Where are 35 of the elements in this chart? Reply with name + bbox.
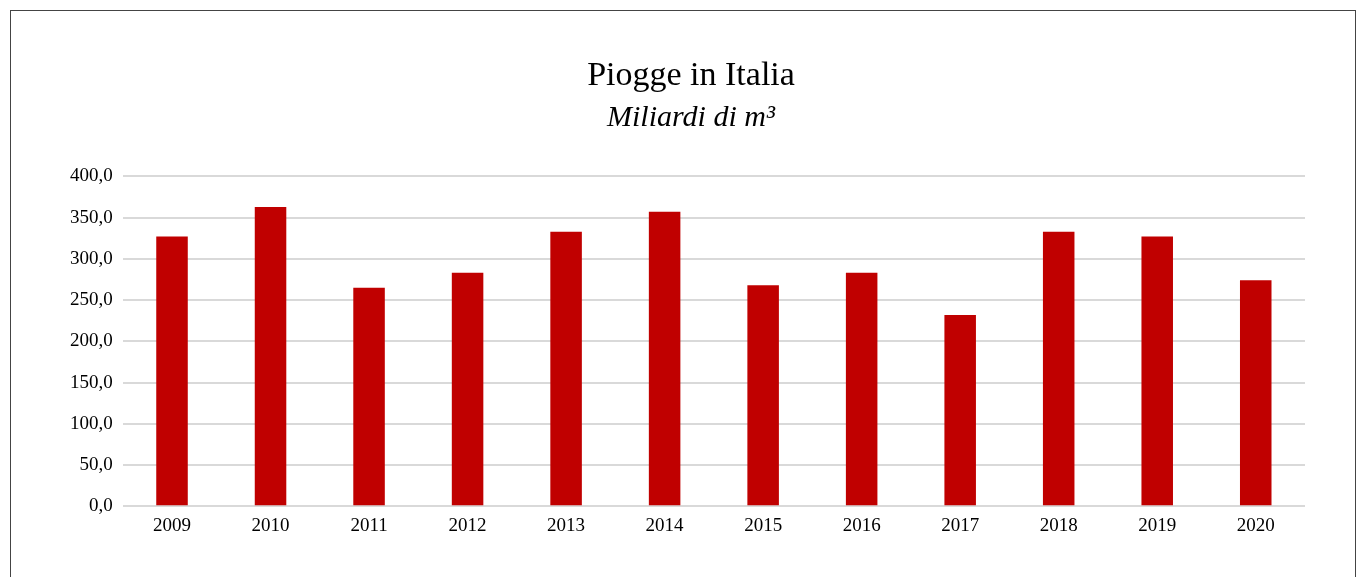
x-tick-label: 2010 xyxy=(251,513,290,535)
x-tick-label: 2018 xyxy=(1039,513,1078,535)
bar xyxy=(156,236,188,506)
chart-title: Piogge in Italia xyxy=(586,55,796,93)
y-tick-label: 150,0 xyxy=(70,370,113,392)
y-tick-label: 350,0 xyxy=(70,205,113,227)
bar xyxy=(451,272,484,506)
y-tick-label: 0,0 xyxy=(89,494,113,516)
y-tick-label: 400,0 xyxy=(70,164,113,186)
y-tick-label: 50,0 xyxy=(79,452,113,474)
bar xyxy=(353,287,385,506)
bar xyxy=(550,231,582,506)
bar xyxy=(845,272,878,506)
bar xyxy=(1141,236,1173,506)
x-tick-label: 2011 xyxy=(350,513,388,535)
bar xyxy=(648,211,681,506)
y-tick-label: 300,0 xyxy=(70,246,113,268)
x-tick-label: 2019 xyxy=(1138,513,1177,535)
y-tick-label: 250,0 xyxy=(70,288,113,310)
bar xyxy=(747,285,779,506)
x-tick-label: 2020 xyxy=(1236,513,1275,535)
chart-subtitle: Miliardi di m³ xyxy=(605,99,777,133)
y-tick-label: 100,0 xyxy=(70,411,113,433)
x-tick-label: 2014 xyxy=(645,513,685,535)
x-tick-label: 2016 xyxy=(842,513,881,535)
bar xyxy=(1239,280,1272,506)
x-tick-label: 2009 xyxy=(153,513,192,535)
bar xyxy=(944,314,976,506)
x-tick-label: 2012 xyxy=(448,513,487,535)
x-tick-label: 2015 xyxy=(744,513,783,535)
bar xyxy=(1042,231,1075,506)
x-tick-label: 2013 xyxy=(547,513,586,535)
y-tick-label: 200,0 xyxy=(70,329,113,351)
x-tick-label: 2017 xyxy=(941,513,980,535)
bar xyxy=(254,206,287,506)
